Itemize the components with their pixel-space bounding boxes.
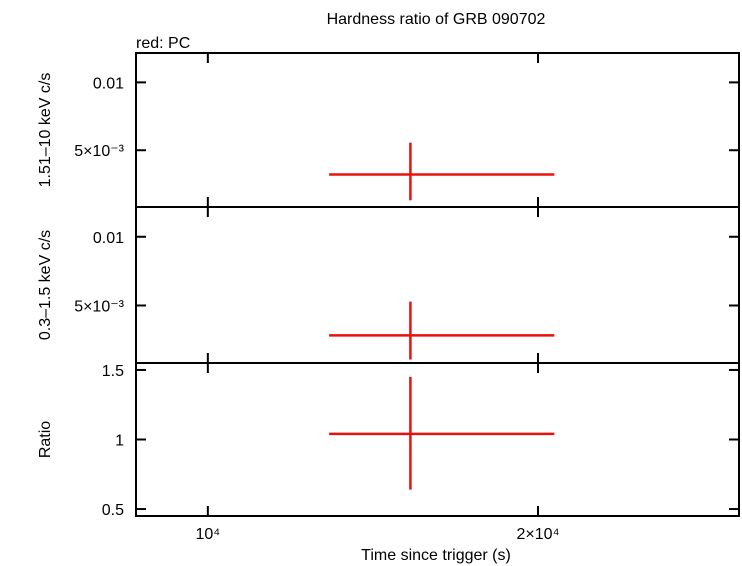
panel-frame [135,206,740,364]
y-tick-label: 1.5 [102,363,124,380]
y-axis-label: 1.51–10 keV c/s [37,73,54,188]
panel-frame [135,362,740,517]
y-tick-label: 0.5 [102,502,124,519]
y-axis-label: Ratio [37,421,54,458]
y-tick-label: 1 [115,433,124,450]
panel-frame [135,52,740,208]
x-tick-label: 2×10⁴ [517,526,560,543]
y-axis-label: 0.3–1.5 keV c/s [37,230,54,340]
y-tick-label: 0.01 [93,230,124,247]
x-tick-label: 10⁴ [196,526,221,543]
panels: 0.01 5×10⁻³ 1.51–10 keV c/s 0.01 5×10⁻³ 0.3–1… [37,52,740,543]
chart-title: Hardness ratio of GRB 090702 [327,11,546,28]
chart-subtitle: red: PC [136,35,190,52]
y-tick-label: 5×10⁻³ [74,298,124,315]
y-tick-label: 5×10⁻³ [74,143,124,160]
x-axis-label: Time since trigger (s) [361,547,511,564]
y-tick-label: 0.01 [93,75,124,92]
